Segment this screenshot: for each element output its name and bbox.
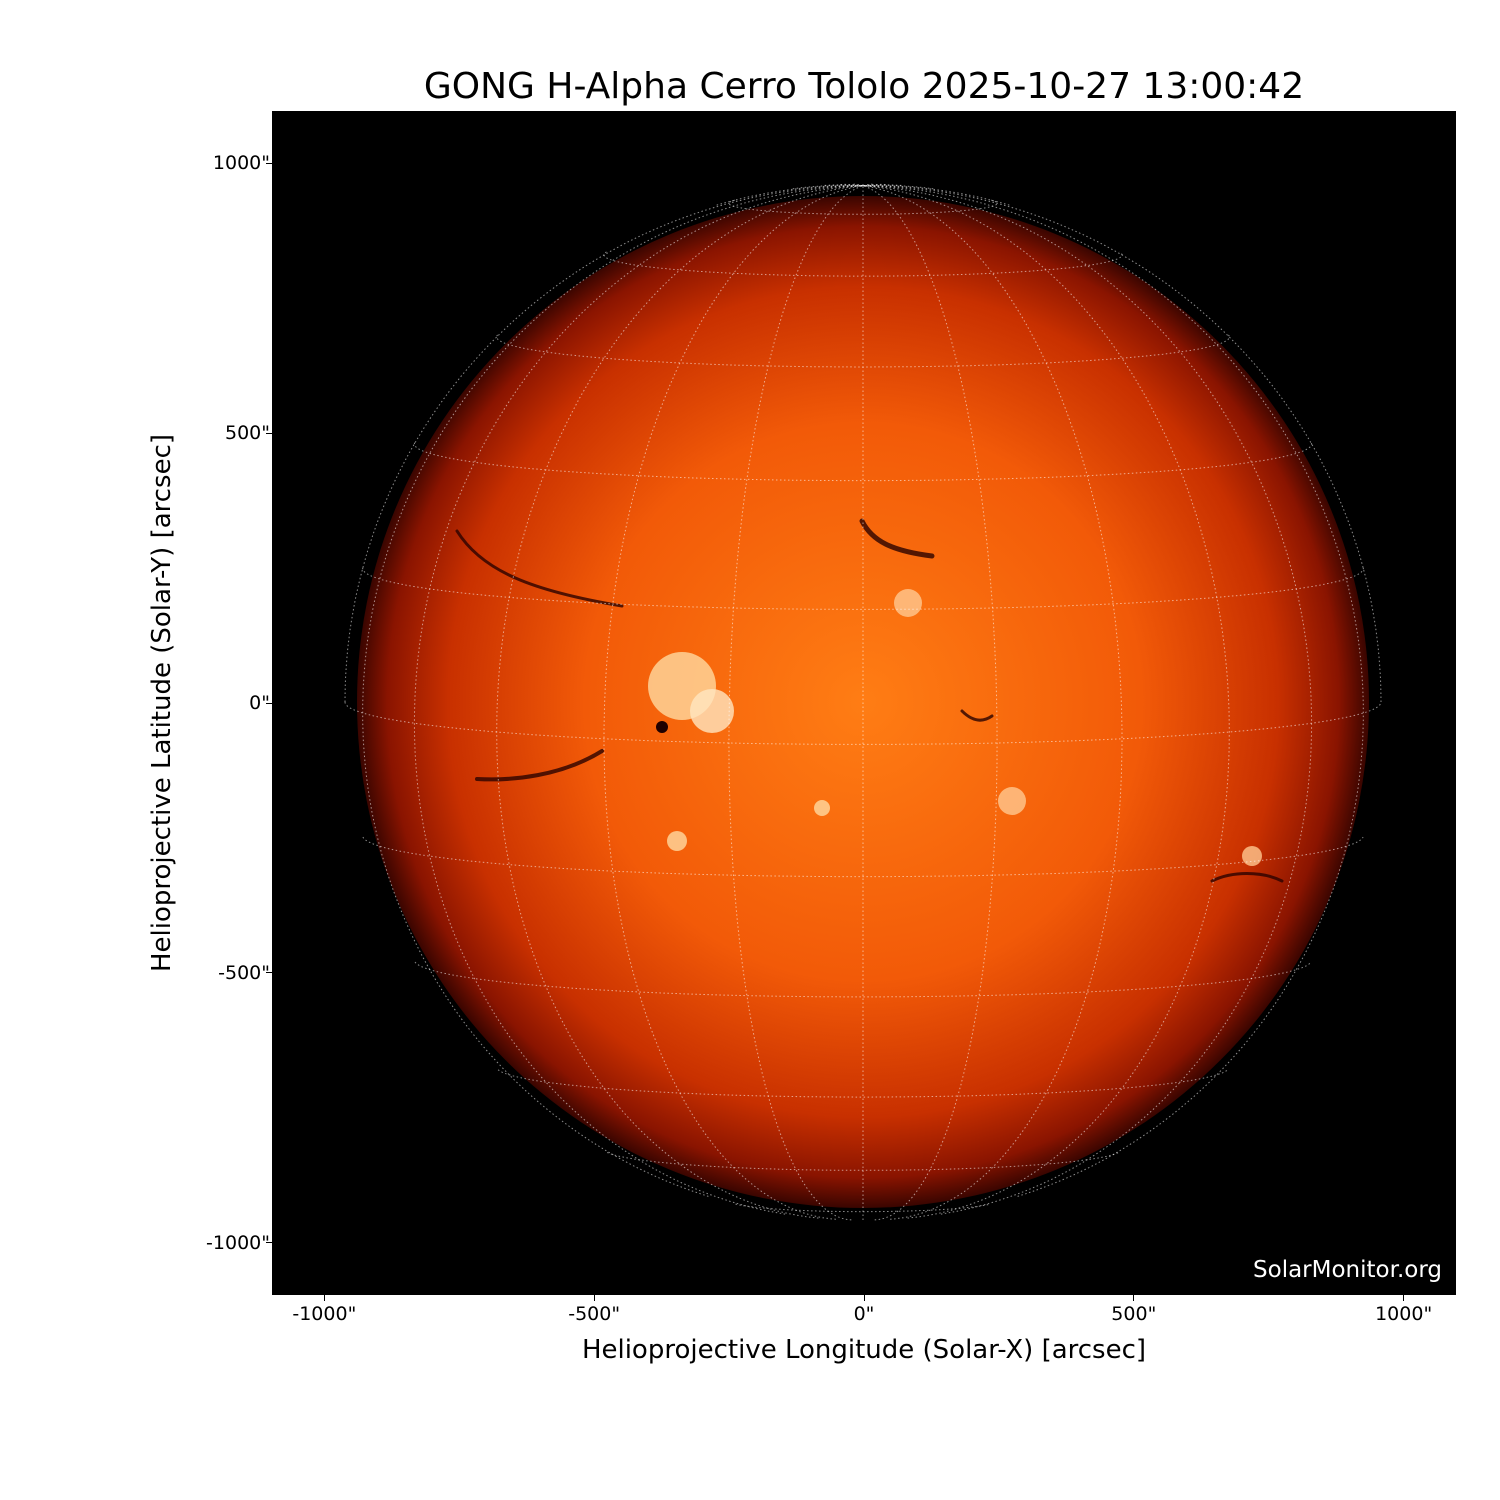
plot-title: GONG H-Alpha Cerro Tololo 2025-10-27 13:…	[423, 66, 1305, 107]
y-tick-mark	[266, 972, 272, 974]
grid-line	[413, 185, 864, 1215]
grid-line	[603, 185, 864, 1220]
grid-line	[344, 701, 1382, 745]
grid-line	[853, 183, 864, 187]
grid-line	[862, 183, 873, 187]
y-tick-label: 0"	[249, 692, 270, 714]
grid-line	[735, 1203, 991, 1213]
grid-line	[862, 185, 1382, 703]
y-tick-mark	[266, 1242, 272, 1244]
grid-line	[362, 836, 1364, 878]
grid-line	[414, 961, 1312, 998]
grid-line	[497, 1069, 1229, 1098]
x-tick-label: 0"	[853, 1303, 875, 1325]
y-axis-label: Helioprojective Latitude (Solar-Y) [arcs…	[147, 433, 177, 973]
plage-region	[814, 800, 830, 816]
grid-line	[728, 185, 864, 1221]
grid-line	[862, 185, 1010, 206]
x-tick-mark	[1133, 1295, 1135, 1301]
plage-region	[1242, 846, 1262, 866]
filament	[475, 749, 604, 782]
grid-line	[862, 185, 1313, 1215]
plage-region	[894, 589, 922, 617]
watermark: SolarMonitor.org	[1253, 1257, 1442, 1283]
y-tick-label: -1000"	[206, 1231, 270, 1254]
grid-line	[496, 185, 864, 1219]
grid-line	[413, 442, 1313, 482]
x-axis-label: Helioprojective Longitude (Solar-X) [arc…	[581, 1335, 1147, 1365]
grid-line	[606, 1151, 1120, 1171]
x-tick-label: -500"	[568, 1303, 621, 1325]
filament	[960, 709, 994, 722]
x-tick-mark	[593, 1295, 595, 1301]
x-tick-label: -1000"	[292, 1303, 357, 1325]
x-tick-mark	[323, 1295, 325, 1301]
plage-region	[690, 689, 734, 733]
x-tick-label: 500"	[1111, 1303, 1157, 1325]
y-tick-label: 1000"	[212, 152, 270, 175]
grid-line	[862, 185, 1123, 1220]
filament	[455, 529, 624, 608]
x-tick-label: 1000"	[1375, 1303, 1433, 1325]
grid-line	[362, 185, 864, 1197]
y-tick-label: 500"	[224, 422, 270, 445]
plage-region	[998, 787, 1026, 815]
sun-disk	[357, 196, 1369, 1208]
y-tick-mark	[266, 432, 272, 434]
grid-line	[862, 185, 1364, 1197]
y-tick-mark	[266, 702, 272, 704]
solar-disk-image	[344, 183, 1382, 1221]
grid-line	[862, 185, 1230, 1219]
filament	[1210, 872, 1284, 883]
filament	[859, 518, 935, 559]
plage-region	[667, 831, 687, 851]
grid-line	[862, 185, 998, 1221]
x-tick-mark	[1403, 1295, 1405, 1301]
y-tick-label: -500"	[218, 961, 270, 984]
solar-image-axes: SolarMonitor.org	[272, 111, 1456, 1295]
x-tick-mark	[863, 1295, 865, 1301]
grid-line	[716, 185, 864, 206]
grid-line	[496, 334, 1230, 368]
grid-line	[344, 185, 864, 703]
sunspot	[656, 721, 668, 733]
y-tick-mark	[266, 162, 272, 164]
